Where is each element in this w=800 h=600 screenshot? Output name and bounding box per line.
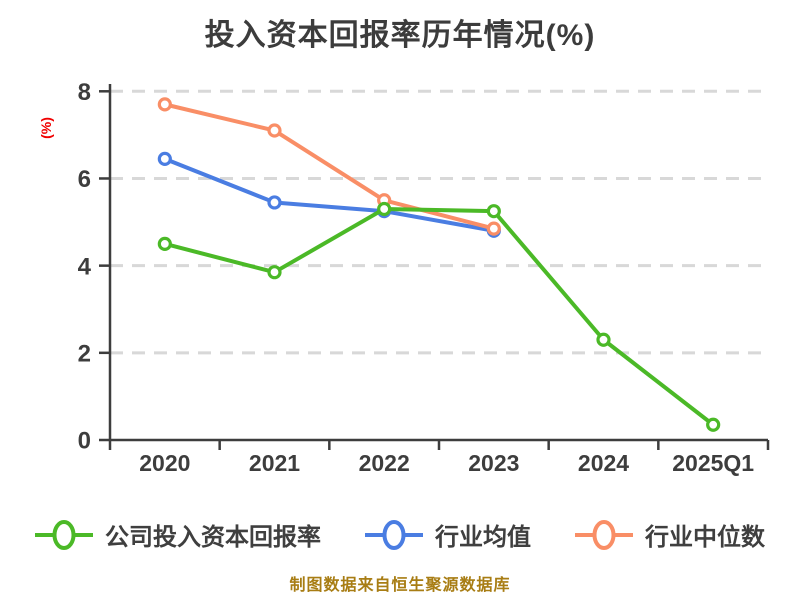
data-source-note: 制图数据来自恒生聚源数据库 <box>289 577 511 594</box>
legend-label-industry-median: 行业中位数 <box>645 524 765 551</box>
series-company <box>157 201 721 432</box>
legend-item-company: 公司投入资本回报率 <box>35 517 321 552</box>
x-tick-label: 2021 <box>249 450 300 476</box>
x-tick-label: 2024 <box>578 450 629 476</box>
legend-item-industry-avg: 行业均值 <box>365 517 531 552</box>
data-point-company-2025Q1 <box>706 417 721 432</box>
series-line-industry_avg <box>162 156 496 233</box>
series-line-company <box>162 206 716 427</box>
industry-median-line-marker-icon <box>575 519 633 550</box>
chart-title: 投入资本回报率历年情况(%) <box>204 19 596 52</box>
y-tick-label: 0 <box>78 428 91 455</box>
y-tick-label: 8 <box>78 79 91 106</box>
y-tick-label: 2 <box>78 340 91 367</box>
legend-label-company: 公司投入资本回报率 <box>105 524 321 551</box>
x-tick-label: 2022 <box>359 450 410 476</box>
data-point-company-2024 <box>596 332 611 347</box>
data-point-industry_median-2023 <box>486 221 501 236</box>
legend-label-industry-avg: 行业均值 <box>435 524 531 551</box>
data-point-industry_median-2020 <box>157 97 172 112</box>
x-tick-label: 2023 <box>468 450 519 476</box>
series-line-industry_median <box>162 102 496 231</box>
company-line-marker-icon <box>35 519 93 550</box>
data-point-company-2022 <box>377 201 392 217</box>
data-point-industry_avg-2021 <box>267 195 282 210</box>
axes <box>108 84 768 442</box>
y-tick-label: 4 <box>78 253 92 280</box>
x-tick-label: 2020 <box>139 450 190 476</box>
legend-item-industry-median: 行业中位数 <box>575 517 765 552</box>
data-point-company-2021 <box>267 265 282 280</box>
data-point-company-2020 <box>157 236 172 251</box>
plot-area: 0 2 4 6 8 2020 2021 2022 2023 2024 2025Q1 <box>78 79 770 476</box>
x-tick-label: 2025Q1 <box>672 450 754 476</box>
chart-legend: 公司投入资本回报率 行业均值 行业中位数 <box>0 517 800 552</box>
y-tick-label: 6 <box>78 166 91 193</box>
series-industry_median <box>157 97 501 236</box>
data-point-industry_median-2021 <box>267 123 282 138</box>
data-point-company-2023 <box>486 204 501 219</box>
data-point-industry_avg-2020 <box>157 151 172 166</box>
industry-avg-line-marker-icon <box>365 519 423 550</box>
